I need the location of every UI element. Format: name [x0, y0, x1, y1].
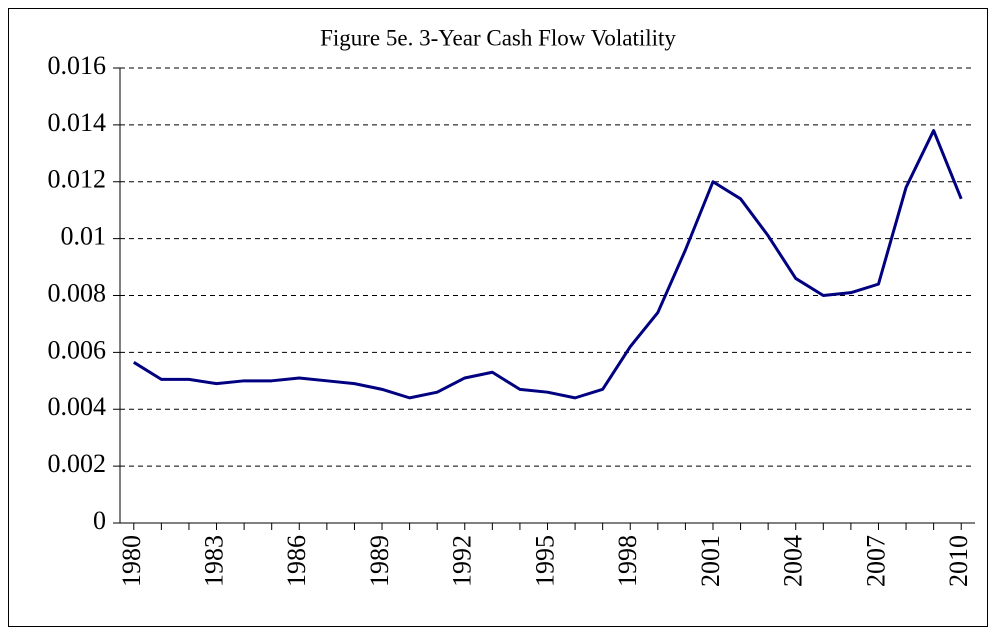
y-tick-label: 0.016	[48, 51, 107, 80]
x-tick-label: 2010	[944, 535, 973, 587]
data-line	[133, 129, 963, 400]
y-tick-label: 0	[93, 506, 106, 535]
y-tick-label: 0.002	[48, 449, 107, 478]
y-tick-label: 0.006	[48, 335, 107, 364]
x-tick-label: 1980	[117, 535, 146, 587]
x-tick-label: 1983	[200, 535, 229, 587]
x-tick-label: 1995	[530, 535, 559, 587]
x-tick-label: 2004	[779, 535, 808, 587]
x-tick-label: 2001	[696, 535, 725, 587]
x-tick-label: 1989	[365, 535, 394, 587]
chart-frame	[8, 8, 988, 627]
y-tick-label: 0.008	[48, 278, 107, 307]
chart-title: Figure 5e. 3-Year Cash Flow Volatility	[320, 25, 676, 50]
y-tick-label: 0.004	[48, 392, 107, 421]
y-tick-label: 0.01	[61, 222, 107, 251]
y-tick-label: 0.014	[48, 108, 107, 137]
x-tick-label: 1992	[448, 535, 477, 587]
x-tick-label: 1998	[613, 535, 642, 587]
y-tick-label: 0.012	[48, 165, 107, 194]
x-tick-label: 2007	[861, 535, 890, 587]
x-tick-label: 1986	[282, 535, 311, 587]
